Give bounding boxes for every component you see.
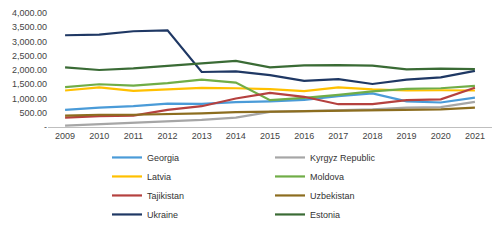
svg-text:-: -	[44, 122, 47, 132]
svg-text:2021: 2021	[465, 131, 485, 141]
svg-text:2017: 2017	[328, 131, 348, 141]
svg-text:2010: 2010	[89, 131, 109, 141]
svg-text:1,500.00: 1,500.00	[12, 79, 47, 89]
svg-text:2,000.00: 2,000.00	[12, 65, 47, 75]
svg-text:1,000.00: 1,000.00	[12, 94, 47, 104]
svg-text:2015: 2015	[260, 131, 280, 141]
svg-text:Moldova: Moldova	[310, 172, 344, 182]
svg-text:500.00: 500.00	[19, 108, 47, 118]
svg-text:2009: 2009	[55, 131, 75, 141]
svg-text:4,000.00: 4,000.00	[12, 8, 47, 18]
svg-text:2014: 2014	[226, 131, 246, 141]
svg-text:2012: 2012	[158, 131, 178, 141]
svg-text:2019: 2019	[397, 131, 417, 141]
svg-text:Uzbekistan: Uzbekistan	[310, 191, 355, 201]
svg-text:3,000.00: 3,000.00	[12, 37, 47, 47]
svg-text:Latvia: Latvia	[147, 172, 171, 182]
svg-text:2,500.00: 2,500.00	[12, 51, 47, 61]
svg-text:2011: 2011	[124, 131, 143, 141]
svg-text:Georgia: Georgia	[147, 153, 179, 163]
svg-text:Kyrgyz Republic: Kyrgyz Republic	[310, 153, 376, 163]
svg-text:2020: 2020	[431, 131, 451, 141]
svg-text:2016: 2016	[294, 131, 314, 141]
svg-text:Ukraine: Ukraine	[147, 210, 178, 220]
svg-text:Tajikistan: Tajikistan	[147, 191, 184, 201]
svg-text:Estonia: Estonia	[310, 210, 340, 220]
svg-text:2018: 2018	[362, 131, 382, 141]
svg-text:3,500.00: 3,500.00	[12, 22, 47, 32]
svg-text:2013: 2013	[192, 131, 212, 141]
